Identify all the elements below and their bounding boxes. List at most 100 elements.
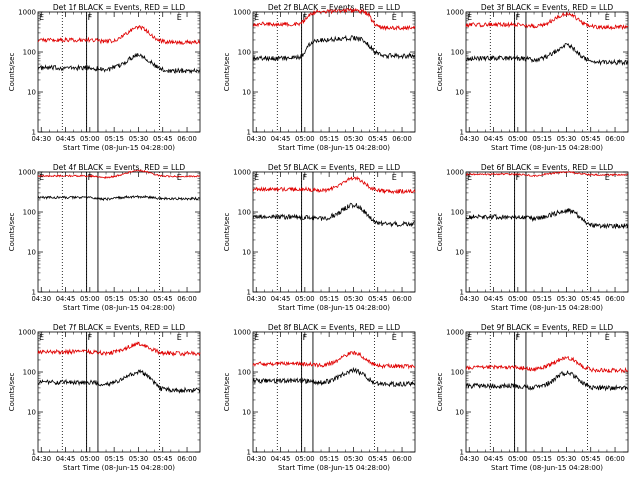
interval-marker-f: F bbox=[303, 333, 308, 342]
x-tick-label: 05:30 bbox=[344, 135, 364, 143]
x-axis-title: Start Time (08-Jun-15 04:28:00) bbox=[491, 464, 603, 472]
x-axis-title: Start Time (08-Jun-15 04:28:00) bbox=[491, 144, 603, 152]
y-axis-title: Counts/sec bbox=[223, 373, 231, 412]
interval-marker-e: E bbox=[467, 173, 472, 182]
y-tick-label: 100 bbox=[451, 49, 464, 57]
x-tick-label: 05:15 bbox=[104, 135, 124, 143]
chart-title: Det 7f BLACK = Events, RED = LLD bbox=[53, 323, 186, 332]
plot-frame bbox=[465, 331, 629, 453]
x-tick-label: 05:45 bbox=[153, 455, 173, 463]
x-axis-title: Start Time (08-Jun-15 04:28:00) bbox=[491, 304, 603, 312]
x-tick-label: 05:15 bbox=[319, 455, 339, 463]
x-axis-title: Start Time (08-Jun-15 04:28:00) bbox=[63, 464, 175, 472]
series-line-lld bbox=[253, 7, 416, 32]
plot-frame bbox=[252, 331, 416, 453]
chart-panel-2: Det 2f BLACK = Events, RED = LLD 1 10 100 10… bbox=[223, 3, 416, 152]
interval-marker-e: E bbox=[467, 333, 472, 342]
y-tick-label: 1000 bbox=[233, 9, 251, 17]
y-tick-label: 100 bbox=[451, 369, 464, 377]
x-tick-label: 05:00 bbox=[295, 135, 315, 143]
y-tick-label: 100 bbox=[23, 369, 36, 377]
x-tick-label: 05:15 bbox=[532, 135, 552, 143]
x-tick-label: 04:30 bbox=[459, 135, 479, 143]
interval-marker-f: F bbox=[516, 333, 521, 342]
x-tick-label: 05:15 bbox=[532, 295, 552, 303]
interval-marker-f: F bbox=[516, 13, 521, 22]
x-tick-label: 05:00 bbox=[295, 295, 315, 303]
x-tick-label: 04:45 bbox=[484, 295, 504, 303]
x-tick-label: 04:45 bbox=[271, 295, 291, 303]
y-tick-label: 10 bbox=[242, 89, 251, 97]
interval-marker-e: E bbox=[177, 173, 182, 182]
x-tick-label: 05:30 bbox=[129, 455, 149, 463]
chart-title: Det 9f BLACK = Events, RED = LLD bbox=[481, 323, 614, 332]
series-line-lld bbox=[37, 341, 201, 357]
interval-marker-e: E bbox=[605, 173, 610, 182]
x-axis-title: Start Time (08-Jun-15 04:28:00) bbox=[63, 144, 175, 152]
x-tick-label: 04:45 bbox=[56, 135, 76, 143]
x-axis-title: Start Time (08-Jun-15 04:28:00) bbox=[278, 144, 390, 152]
plot-frame bbox=[465, 11, 629, 133]
interval-marker-e: E bbox=[177, 13, 182, 22]
y-tick-label: 1 bbox=[460, 449, 464, 457]
x-tick-label: 05:45 bbox=[368, 295, 388, 303]
chart-panel-9: Det 9f BLACK = Events, RED = LLD 1 10 100 10… bbox=[436, 323, 629, 472]
x-axis-title: Start Time (08-Jun-15 04:28:00) bbox=[278, 304, 390, 312]
series-line-events bbox=[252, 202, 416, 228]
y-tick-label: 10 bbox=[27, 89, 36, 97]
x-tick-label: 04:45 bbox=[484, 455, 504, 463]
x-tick-label: 05:30 bbox=[557, 455, 577, 463]
x-tick-label: 04:30 bbox=[246, 135, 266, 143]
x-tick-label: 05:00 bbox=[80, 295, 100, 303]
chart-title: Det 2f BLACK = Events, RED = LLD bbox=[268, 3, 401, 12]
y-tick-label: 1 bbox=[32, 449, 36, 457]
x-tick-label: 04:45 bbox=[271, 455, 291, 463]
x-tick-label: 06:00 bbox=[177, 135, 197, 143]
interval-marker-f: F bbox=[88, 13, 93, 22]
y-tick-label: 10 bbox=[455, 89, 464, 97]
y-axis-title: Counts/sec bbox=[436, 53, 444, 92]
x-tick-label: 05:15 bbox=[532, 455, 552, 463]
series-line-events bbox=[465, 370, 629, 392]
x-tick-label: 05:00 bbox=[295, 455, 315, 463]
plot-frame bbox=[252, 11, 416, 133]
x-tick-label: 04:30 bbox=[31, 295, 51, 303]
y-tick-label: 1 bbox=[32, 129, 36, 137]
chart-title: Det 3f BLACK = Events, RED = LLD bbox=[481, 3, 614, 12]
x-tick-label: 04:45 bbox=[271, 135, 291, 143]
interval-marker-e: E bbox=[254, 173, 259, 182]
series-line-events bbox=[37, 52, 201, 75]
x-tick-label: 04:30 bbox=[459, 455, 479, 463]
y-tick-label: 1000 bbox=[18, 329, 36, 337]
x-axis-title: Start Time (08-Jun-15 04:28:00) bbox=[63, 304, 175, 312]
plot-frame bbox=[37, 331, 201, 453]
y-tick-label: 100 bbox=[238, 369, 251, 377]
y-tick-label: 1 bbox=[247, 449, 251, 457]
interval-marker-f: F bbox=[303, 13, 308, 22]
chart-panel-1: Det 1f BLACK = Events, RED = LLD 1 10 100 10… bbox=[8, 3, 201, 152]
series-line-events bbox=[465, 43, 629, 66]
x-tick-label: 05:45 bbox=[581, 295, 601, 303]
x-tick-label: 05:15 bbox=[319, 295, 339, 303]
y-tick-label: 100 bbox=[23, 209, 36, 217]
x-tick-label: 05:30 bbox=[344, 455, 364, 463]
series-line-lld bbox=[465, 12, 629, 31]
series-line-events bbox=[37, 369, 201, 394]
x-tick-label: 05:45 bbox=[368, 455, 388, 463]
chart-title: Det 1f BLACK = Events, RED = LLD bbox=[53, 3, 186, 12]
x-tick-label: 06:00 bbox=[177, 455, 197, 463]
interval-marker-f: F bbox=[516, 173, 521, 182]
y-tick-label: 10 bbox=[242, 409, 251, 417]
interval-marker-e: E bbox=[177, 333, 182, 342]
chart-panel-4: Det 4f BLACK = Events, RED = LLD 1 10 100 10… bbox=[8, 163, 201, 312]
x-tick-label: 06:00 bbox=[605, 135, 625, 143]
x-tick-label: 04:45 bbox=[484, 135, 504, 143]
x-tick-label: 04:30 bbox=[246, 295, 266, 303]
x-tick-label: 05:45 bbox=[368, 135, 388, 143]
x-tick-label: 06:00 bbox=[605, 295, 625, 303]
series-line-lld bbox=[252, 175, 416, 195]
y-tick-label: 1 bbox=[247, 289, 251, 297]
x-tick-label: 05:00 bbox=[508, 295, 528, 303]
interval-marker-e: E bbox=[254, 333, 259, 342]
series-line-lld bbox=[37, 24, 201, 46]
